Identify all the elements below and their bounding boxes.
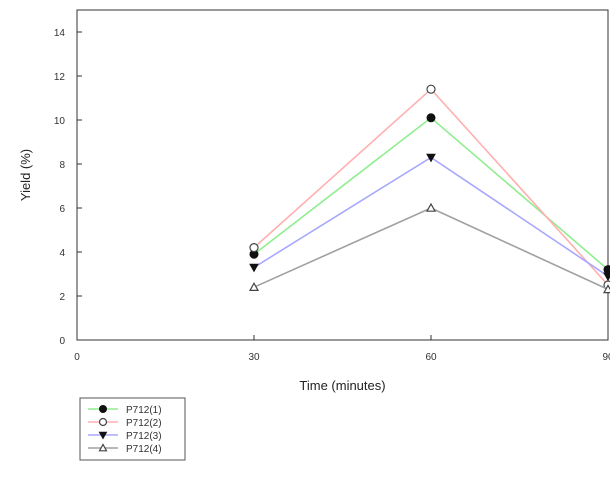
y-tick-label: 12 (54, 72, 66, 83)
y-tick-label: 2 (59, 292, 65, 303)
data-point (249, 243, 259, 253)
data-point (426, 113, 436, 123)
legend-entry: P712(3) (126, 431, 162, 442)
y-tick-label: 10 (54, 116, 66, 127)
y-tick-label: 14 (54, 28, 66, 39)
y-tick-label: 0 (59, 336, 65, 347)
data-point (425, 202, 437, 212)
data-point (603, 272, 610, 282)
y-tick-label: 8 (59, 160, 65, 171)
x-axis-label: Time (minutes) (299, 378, 385, 393)
plot-area: 0 2 4 6 8 10 12 14 0 30 60 90 (54, 9, 610, 363)
series-line (253, 116, 609, 271)
legend-marker (99, 405, 107, 413)
legend-marker (98, 431, 108, 440)
x-tick-label: 90 (602, 352, 610, 363)
x-tick-label: 60 (425, 352, 437, 363)
series-line (253, 207, 609, 291)
plot-frame (76, 9, 609, 341)
legend-entry: P712(2) (126, 418, 162, 429)
legend-entry: P712(1) (126, 405, 162, 416)
legend: P712(1) P712(2) P712(3) P712(4) (79, 397, 186, 461)
data-point (602, 284, 610, 294)
data-point (426, 153, 436, 163)
x-tick-label: 30 (248, 352, 260, 363)
series-line (253, 156, 609, 277)
legend-marker (98, 443, 108, 452)
y-tick-label: 6 (59, 204, 65, 215)
legend-marker (98, 417, 108, 427)
data-point (249, 263, 259, 273)
legend-entry: P712(4) (126, 444, 162, 455)
y-axis-label: Yield (%) (18, 149, 33, 201)
y-tick-label: 4 (59, 248, 65, 259)
data-point (248, 281, 260, 291)
x-tick-label: 0 (74, 352, 80, 363)
data-point (426, 84, 436, 94)
data-point (603, 265, 610, 275)
